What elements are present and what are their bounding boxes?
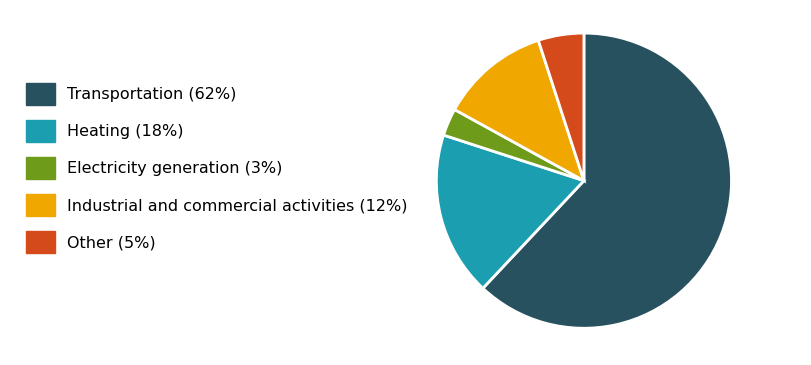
- Wedge shape: [436, 135, 584, 288]
- Wedge shape: [539, 33, 584, 181]
- Legend: Transportation (62%), Heating (18%), Electricity generation (3%), Industrial and: Transportation (62%), Heating (18%), Ele…: [26, 82, 408, 253]
- Wedge shape: [444, 110, 584, 181]
- Text: Yukon’s sources of greenhouse gas emissions.: Yukon’s sources of greenhouse gas emissi…: [366, 331, 720, 346]
- Wedge shape: [455, 40, 584, 181]
- Wedge shape: [483, 33, 732, 328]
